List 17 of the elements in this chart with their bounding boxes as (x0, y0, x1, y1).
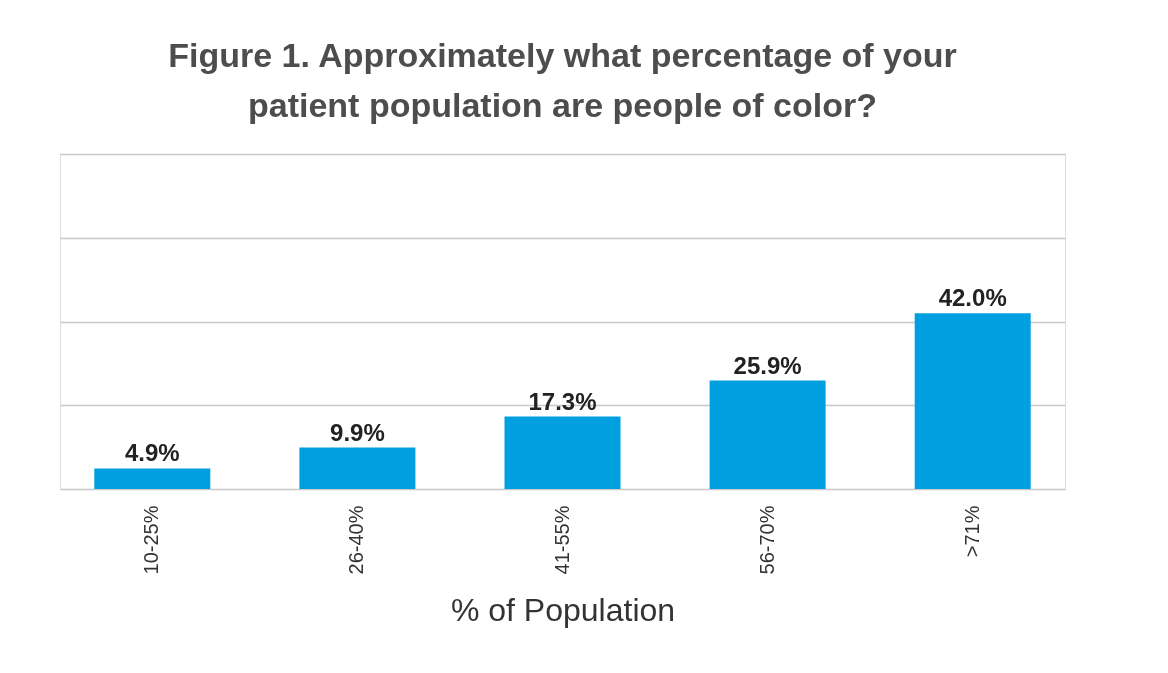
bar (94, 468, 211, 489)
bar (504, 416, 621, 489)
data-label: 42.0% (938, 284, 1007, 312)
chart-title: Figure 1. Approximately what percentage of your patient population are people of color? (168, 36, 957, 124)
data-label: 17.3% (528, 387, 597, 415)
bar (709, 380, 826, 489)
data-label: 4.9% (124, 439, 180, 467)
bar (914, 313, 1031, 489)
data-label: 25.9% (733, 351, 802, 379)
data-label: 9.9% (330, 418, 385, 446)
x-tick-label: 56-70% (755, 505, 778, 575)
x-axis-title: % of Population (450, 592, 676, 629)
bar (299, 447, 416, 489)
x-tick-label: 26-40% (345, 505, 368, 575)
x-tick-label: 10-25% (140, 505, 163, 575)
x-tick-label: >71% (960, 505, 983, 558)
x-tick-label: 41-55% (550, 505, 573, 575)
